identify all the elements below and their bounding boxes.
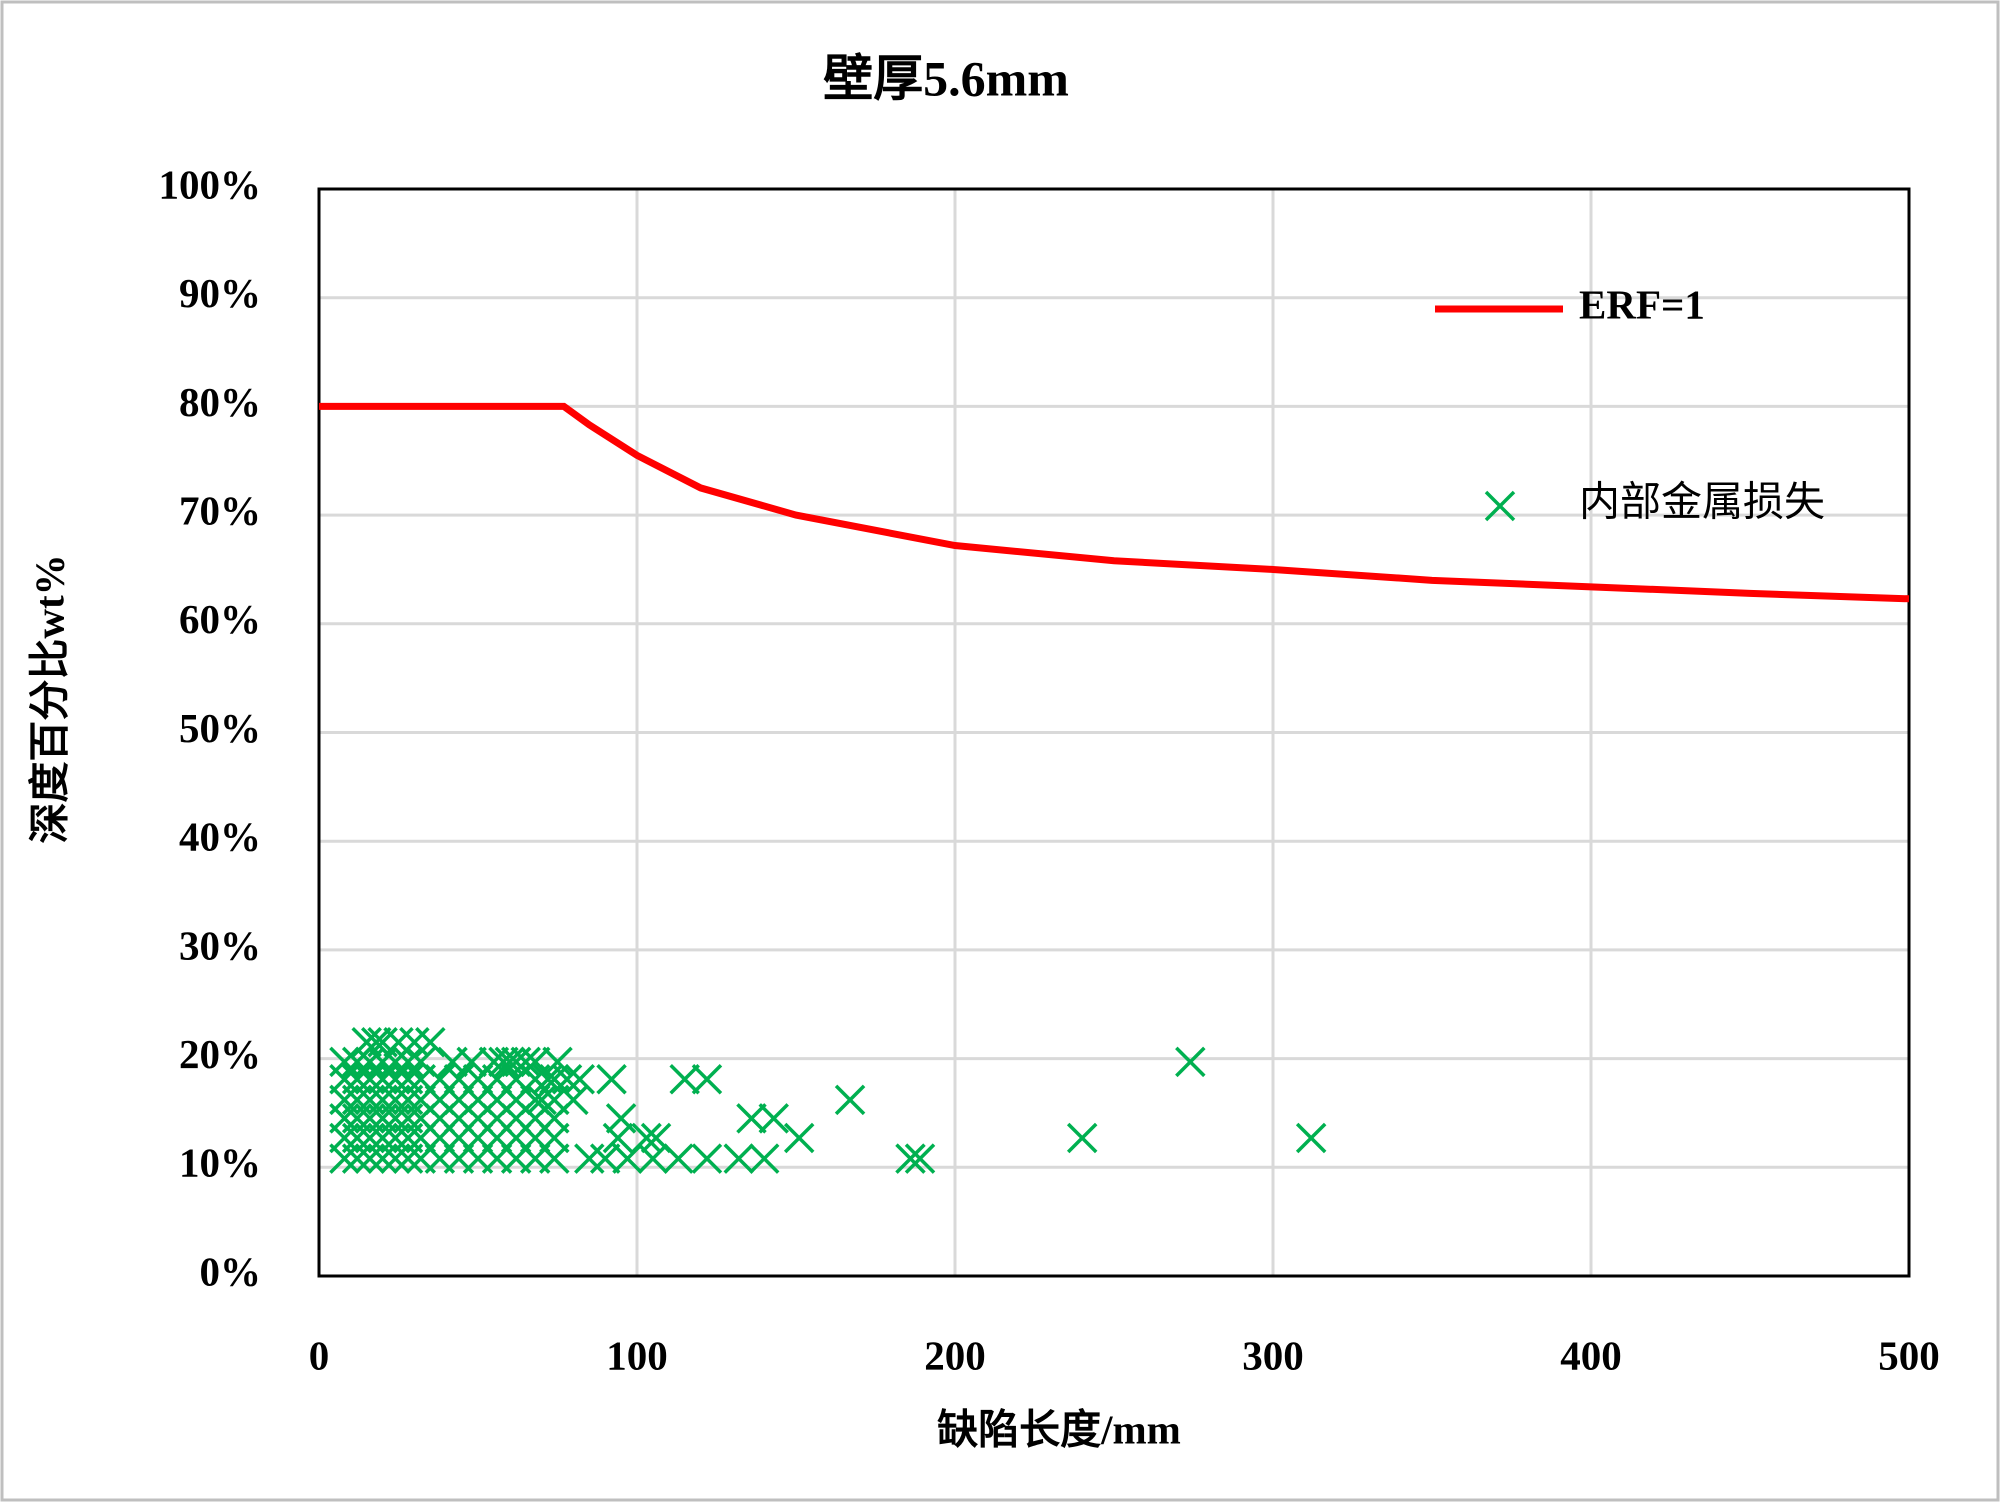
scatter-point <box>691 1143 723 1174</box>
y-tick-label: 90% <box>179 270 261 316</box>
scatter-point <box>834 1084 866 1116</box>
scatter-point <box>354 1046 386 1078</box>
scatter-point <box>405 1046 436 1078</box>
scatter-point <box>1295 1122 1327 1154</box>
y-tick-label: 40% <box>179 814 261 860</box>
scatter-point <box>669 1064 700 1095</box>
legend-label: ERF=1 <box>1579 281 1705 327</box>
legend-marker <box>1484 490 1516 522</box>
y-tick-label: 80% <box>179 379 261 425</box>
scatter-point <box>574 1143 605 1174</box>
scatter-point <box>612 1143 643 1174</box>
y-tick-label: 20% <box>179 1031 261 1077</box>
scatter-point <box>380 1046 411 1078</box>
scatter-point <box>691 1064 723 1095</box>
y-tick-label: 60% <box>179 596 261 642</box>
y-tick-label: 10% <box>179 1140 261 1186</box>
scatter-point <box>904 1143 936 1174</box>
y-tick-label: 30% <box>179 922 261 968</box>
x-tick-label: 300 <box>1242 1332 1304 1378</box>
y-tick-label: 50% <box>179 705 261 751</box>
scatter-point <box>341 1046 373 1078</box>
scatter-point <box>488 1046 519 1078</box>
scatter-point <box>758 1103 789 1134</box>
scatter-point <box>564 1064 595 1095</box>
scatter-point <box>1066 1122 1098 1154</box>
scatter-point <box>602 1122 634 1154</box>
plot-border <box>317 187 1911 1278</box>
x-tick-label: 100 <box>606 1332 668 1378</box>
scatter-point <box>589 1143 621 1174</box>
scatter-point <box>367 1046 398 1078</box>
scatter-point <box>1175 1046 1206 1078</box>
x-tick-label: 400 <box>1560 1332 1622 1378</box>
scatter-point <box>329 1046 360 1078</box>
y-tick-label: 0% <box>200 1248 262 1294</box>
scatter-point <box>783 1122 815 1154</box>
scatter-point <box>415 1027 446 1058</box>
x-tick-label: 200 <box>924 1332 986 1378</box>
scatter-point <box>510 1046 541 1078</box>
chart-title: 壁厚5.6mm <box>823 50 1069 106</box>
scatter-point <box>637 1143 669 1174</box>
scatter-point <box>392 1046 424 1078</box>
scatter-point <box>748 1143 780 1174</box>
line-series <box>319 402 1910 603</box>
scatter-point <box>736 1103 767 1134</box>
scatter-point <box>494 1046 526 1078</box>
y-axis-label: 深度百分比wt% <box>26 554 72 843</box>
x-tick-label: 0 <box>309 1332 330 1378</box>
scatter-point <box>526 1084 557 1116</box>
scatter-point <box>532 1064 564 1095</box>
x-tick-label: 500 <box>1878 1332 1940 1378</box>
y-tick-label: 100% <box>159 161 262 207</box>
scatter-point <box>539 1064 570 1095</box>
y-tick-label: 70% <box>179 488 261 534</box>
scatter-point <box>437 1046 468 1078</box>
legend-label: 内部金属损失 <box>1579 478 1825 524</box>
scatter-point <box>596 1064 627 1095</box>
x-axis-label: 缺陷长度/mm <box>937 1406 1181 1452</box>
scatter-point <box>895 1143 926 1174</box>
scatter-point <box>723 1143 754 1174</box>
